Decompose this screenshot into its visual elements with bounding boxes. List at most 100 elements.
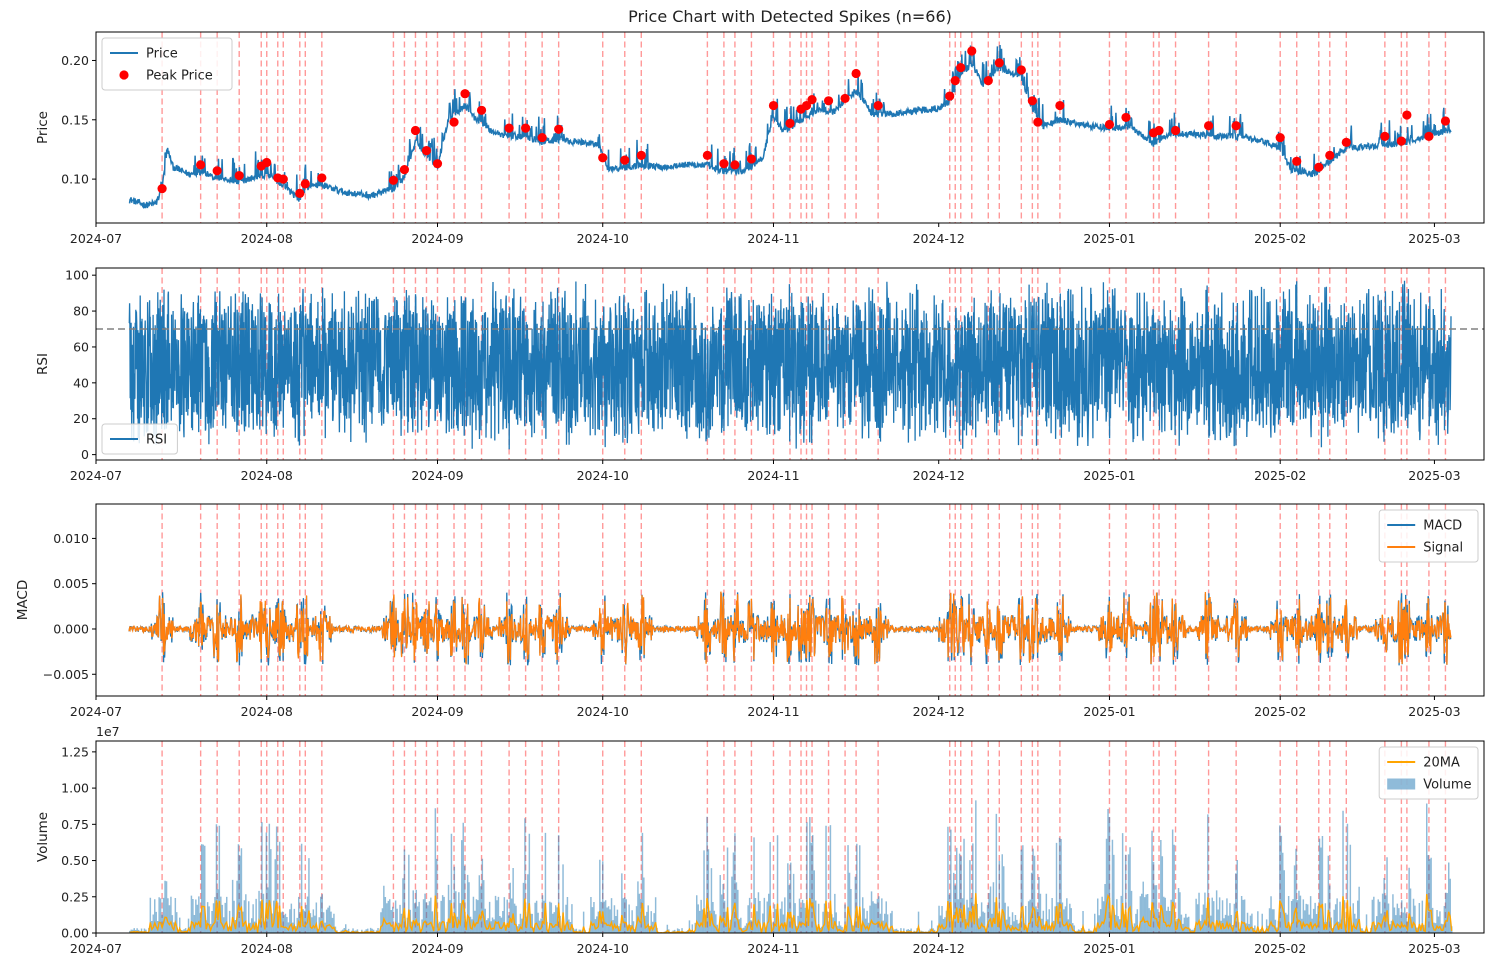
peak-price-point	[873, 100, 883, 111]
legend-label: Signal	[1423, 541, 1463, 556]
peak-price-point	[1154, 125, 1164, 136]
x-tick-label: 2025-01	[1083, 704, 1135, 719]
price-panel: 0.10 0.15 0.20 2024-07 2024-08 2024-09 2024-10…	[35, 31, 1485, 246]
axes-frame	[95, 503, 1485, 697]
peak-price-point	[620, 155, 630, 165]
peak-price-point	[1204, 121, 1214, 131]
peak-price-point	[1440, 116, 1451, 126]
volume-bars	[129, 800, 1453, 933]
peak-price-point	[1170, 125, 1181, 136]
peak-price-point	[956, 62, 966, 73]
y-tick-label: 20	[73, 411, 89, 426]
peak-price-point	[212, 166, 222, 176]
plot-area	[128, 504, 1452, 696]
x-tick-label: 2024-12	[913, 231, 965, 246]
x-tick-label: 2025-02	[1254, 704, 1306, 719]
x-tick-label: 2024-12	[913, 704, 965, 719]
x-tick-label: 2024-12	[913, 468, 965, 483]
legend-frame	[1378, 509, 1479, 563]
peak-price-point	[1314, 162, 1324, 172]
x-tick-label: 2024-08	[241, 468, 293, 483]
peak-price-point	[746, 154, 757, 164]
x-tick-label: 2024-08	[241, 941, 293, 956]
plot-area	[129, 741, 1453, 933]
x-tick-label: 2024-11	[747, 704, 799, 719]
y-offset-text: 1e7	[96, 724, 120, 739]
peak-price-point	[636, 150, 646, 160]
y-tick-label: 1.25	[61, 744, 89, 759]
legend: 20MA Volume	[1378, 746, 1479, 800]
x-tick-label: 2024-11	[747, 231, 799, 246]
x-tick-label: 2025-02	[1254, 468, 1306, 483]
peak-price-point	[1292, 156, 1302, 166]
peak-price-point	[476, 105, 487, 115]
y-tick-label: 0.50	[61, 853, 89, 868]
x-tick-label: 2025-03	[1408, 941, 1460, 956]
peak-price-point	[1396, 136, 1406, 146]
x-tick-label: 2024-07	[70, 704, 122, 719]
peak-price-point	[317, 173, 327, 183]
x-tick-label: 2024-09	[411, 468, 463, 483]
x-tick-label: 2025-02	[1254, 941, 1306, 956]
legend-label: Volume	[1423, 778, 1471, 793]
peak-price-point	[950, 76, 960, 86]
peak-price-point	[1275, 132, 1285, 143]
peak-price-point	[807, 95, 817, 105]
x-tick-label: 2024-08	[241, 231, 293, 246]
peak-price-point	[851, 68, 861, 79]
peak-price-point	[432, 159, 443, 169]
peak-price-point	[1341, 137, 1351, 147]
y-tick-label: 0.010	[53, 531, 89, 546]
legend-label: Peak Price	[146, 69, 213, 84]
x-tick-label: 2025-03	[1408, 231, 1460, 246]
y-axis-label: Volume	[35, 812, 51, 862]
peak-price-point	[196, 160, 206, 170]
peak-price-point	[537, 132, 547, 143]
x-tick-label: 2024-11	[747, 468, 799, 483]
peak-price-point	[300, 179, 310, 189]
legend: RSI	[101, 423, 178, 455]
y-tick-label: 0.000	[53, 621, 89, 636]
x-tick-label: 2024-09	[411, 231, 463, 246]
y-tick-label: 0.00	[61, 926, 89, 941]
x-tick-label: 2025-03	[1408, 704, 1460, 719]
x-tick-label: 2024-10	[577, 231, 629, 246]
peak-price-point	[504, 123, 514, 133]
x-tick-label: 2025-01	[1083, 941, 1135, 956]
peak-price-point	[410, 125, 421, 136]
peak-price-point	[994, 58, 1004, 68]
y-tick-label: 80	[73, 304, 89, 319]
legend-label: Price	[146, 47, 178, 62]
peak-price-point	[399, 165, 410, 175]
y-tick-label: 0.005	[53, 576, 89, 591]
y-tick-label: 0.15	[61, 112, 89, 127]
peak-price-point	[768, 100, 779, 111]
peak-price-point	[1055, 100, 1065, 111]
x-tick-label: 2024-09	[411, 941, 463, 956]
plot-area	[128, 32, 1452, 223]
chart-title: Price Chart with Detected Spikes (n=66)	[628, 7, 952, 26]
x-tick-label: 2025-01	[1083, 468, 1135, 483]
legend-frame	[101, 37, 233, 91]
y-tick-label: 0.75	[61, 817, 89, 832]
y-axis-label: MACD	[15, 580, 31, 620]
plot-area	[96, 268, 1484, 460]
legend-label: 20MA	[1423, 756, 1460, 771]
legend-frame	[101, 423, 178, 455]
signal-line	[128, 591, 1452, 665]
y-tick-label: 0.25	[61, 889, 89, 904]
peak-price-point	[157, 183, 167, 194]
peak-price-point	[388, 175, 399, 185]
y-axis-label: RSI	[35, 353, 51, 375]
y-axis-label: Price	[35, 111, 51, 144]
x-tick-label: 2024-09	[411, 704, 463, 719]
x-tick-label: 2024-12	[913, 941, 965, 956]
x-tick-label: 2024-10	[577, 941, 629, 956]
peak-price-point	[1231, 121, 1241, 131]
y-tick-label: 0.20	[61, 53, 89, 68]
peak-price-point	[785, 118, 795, 128]
peak-price-point	[1325, 150, 1335, 160]
x-tick-label: 2024-07	[70, 468, 122, 483]
peak-price-point	[983, 76, 993, 86]
